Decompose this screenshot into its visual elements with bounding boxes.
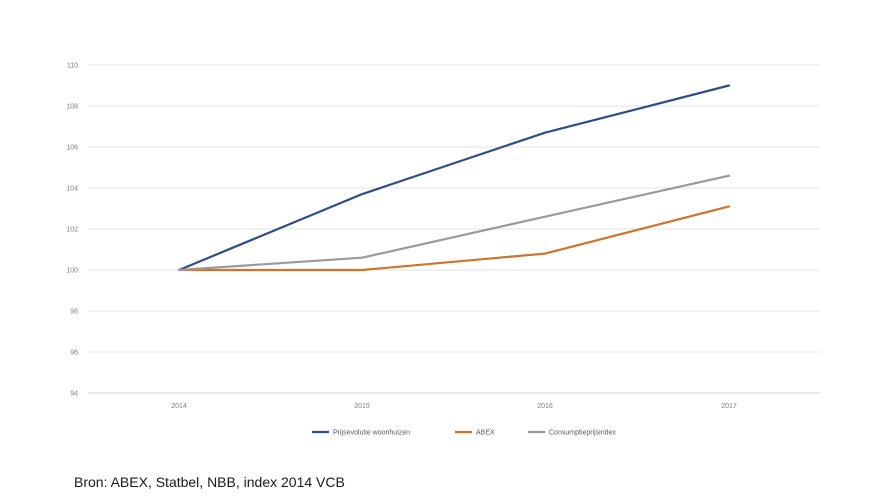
legend-item: ABEX: [455, 430, 495, 437]
y-tick-label: 100: [66, 268, 78, 275]
y-tick-label: 96: [70, 350, 78, 357]
y-tick-label: 98: [70, 309, 78, 316]
y-axis-ticks: 94 96 98 100 102 104 106 108 110: [66, 63, 78, 398]
y-tick-label: 110: [67, 63, 78, 70]
y-tick-label: 102: [66, 227, 78, 234]
legend-item: Consumptieprijsindex: [528, 430, 616, 437]
gridlines: [88, 64, 820, 394]
legend-label: ABEX: [476, 430, 495, 437]
series-lines: [177, 84, 731, 272]
x-tick-label: 2017: [721, 403, 737, 410]
legend-item: Prijsevolutie woonhuizen: [312, 430, 410, 437]
legend-label: Prijsevolutie woonhuizen: [333, 430, 410, 437]
x-tick-label: 2015: [354, 403, 370, 410]
legend: Prijsevolutie woonhuizen ABEX Consumptiepr…: [312, 430, 616, 437]
series-line-2: [177, 205, 731, 272]
x-tick-label: 2016: [537, 403, 553, 410]
y-tick-label: 104: [66, 186, 78, 193]
x-tick-label: 2014: [171, 403, 187, 410]
series-line-1: [177, 84, 731, 272]
source-note: Bron: ABEX, Statbel, NBB, index 2014 VCB: [74, 474, 345, 490]
x-axis-ticks: 2014 2015 2016 2017: [171, 403, 737, 410]
series-line-3: [177, 174, 731, 272]
y-tick-label: 106: [66, 145, 78, 152]
y-tick-label: 94: [70, 391, 78, 398]
y-tick-label: 108: [66, 104, 78, 111]
legend-label: Consumptieprijsindex: [549, 430, 616, 437]
